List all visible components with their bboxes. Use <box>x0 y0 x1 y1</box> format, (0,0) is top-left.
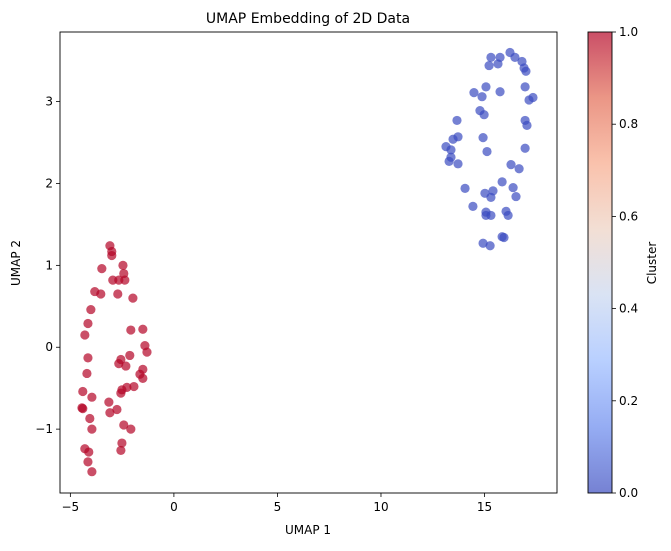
data-point <box>448 134 458 144</box>
data-point <box>508 182 518 193</box>
x-tick-label: 15 <box>477 500 492 514</box>
data-point <box>116 445 126 456</box>
colorbar-ticks: 0.0 0.2 0.4 0.6 0.8 1.0 <box>612 25 638 500</box>
x-tick-label: 10 <box>373 500 388 514</box>
data-point <box>486 210 496 221</box>
x-axis-label: UMAP 1 <box>285 523 331 537</box>
data-point <box>444 156 454 166</box>
data-point <box>113 289 123 299</box>
data-point <box>112 404 122 415</box>
colorbar-tick-label: 0.2 <box>619 394 638 408</box>
data-point <box>520 143 530 153</box>
data-point <box>105 408 115 418</box>
data-point <box>83 457 93 467</box>
x-tick-label: 0 <box>170 500 178 514</box>
data-point <box>117 438 127 448</box>
data-point <box>78 404 88 414</box>
data-point <box>469 87 479 98</box>
data-point <box>477 92 487 102</box>
colorbar-tick-label: 1.0 <box>619 25 638 39</box>
data-point <box>78 386 88 397</box>
data-point <box>116 388 126 398</box>
data-point <box>142 347 152 357</box>
data-point <box>520 82 530 92</box>
data-point <box>83 318 93 329</box>
data-point <box>97 264 107 274</box>
data-point <box>506 160 516 170</box>
data-point <box>485 241 495 251</box>
data-point <box>497 177 507 187</box>
y-axis-label: UMAP 2 <box>9 240 23 286</box>
data-point <box>482 146 492 157</box>
data-point <box>138 373 148 383</box>
data-point <box>486 52 496 62</box>
data-point <box>514 164 524 174</box>
data-point <box>96 289 106 299</box>
data-point <box>83 353 93 363</box>
data-point <box>126 325 136 335</box>
colorbar-tick-label: 0.0 <box>619 486 638 500</box>
data-point <box>121 361 131 371</box>
data-point <box>126 424 136 434</box>
x-axis: −5 0 5 10 15 <box>62 493 492 514</box>
y-tick-label: 0 <box>45 340 53 354</box>
data-point <box>128 293 138 303</box>
data-point <box>87 467 97 477</box>
y-tick-label: 2 <box>45 176 53 190</box>
data-point <box>122 382 132 392</box>
data-point <box>460 183 470 193</box>
y-tick-label: 3 <box>45 95 53 109</box>
data-point <box>84 447 94 457</box>
plot-frame <box>59 31 558 494</box>
data-point <box>452 115 462 126</box>
data-point <box>87 392 97 402</box>
data-point <box>82 368 92 379</box>
colorbar-tick-label: 0.8 <box>619 117 638 131</box>
data-point <box>119 420 129 430</box>
data-point <box>107 250 117 261</box>
data-point <box>85 413 95 424</box>
colorbar-tick-label: 0.4 <box>619 302 638 316</box>
data-point <box>486 192 496 203</box>
data-point <box>495 87 505 97</box>
data-point <box>87 424 97 434</box>
data-point <box>120 275 130 285</box>
y-tick-label: 1 <box>45 258 53 272</box>
data-point <box>80 330 90 340</box>
x-tick-label: 5 <box>274 500 282 514</box>
data-point <box>481 82 491 92</box>
data-point <box>522 120 532 130</box>
data-point <box>468 201 478 212</box>
data-point <box>478 238 488 248</box>
data-point <box>129 381 139 392</box>
points-layer <box>77 47 538 477</box>
data-point <box>479 110 489 120</box>
data-point <box>453 159 463 169</box>
data-point <box>528 92 538 103</box>
data-point <box>503 210 513 221</box>
data-point <box>493 59 503 69</box>
data-point <box>499 232 509 243</box>
data-point <box>86 304 96 315</box>
data-point <box>478 133 488 143</box>
x-tick-label: −5 <box>62 500 80 514</box>
data-point <box>138 324 148 334</box>
colorbar-label: Cluster <box>645 242 659 285</box>
y-axis: −1 0 1 2 3 <box>35 95 60 436</box>
data-point <box>521 66 531 76</box>
data-point <box>446 145 456 155</box>
data-point <box>125 350 135 361</box>
data-point <box>484 60 494 71</box>
y-tick-label: −1 <box>35 422 53 436</box>
data-point <box>511 191 521 202</box>
data-point <box>114 359 124 369</box>
colorbar-tick-label: 0.6 <box>619 209 638 223</box>
colorbar <box>587 31 613 494</box>
data-point <box>104 397 114 407</box>
data-point <box>510 52 520 62</box>
chart-title: UMAP Embedding of 2D Data <box>206 11 410 27</box>
data-point <box>118 260 128 270</box>
